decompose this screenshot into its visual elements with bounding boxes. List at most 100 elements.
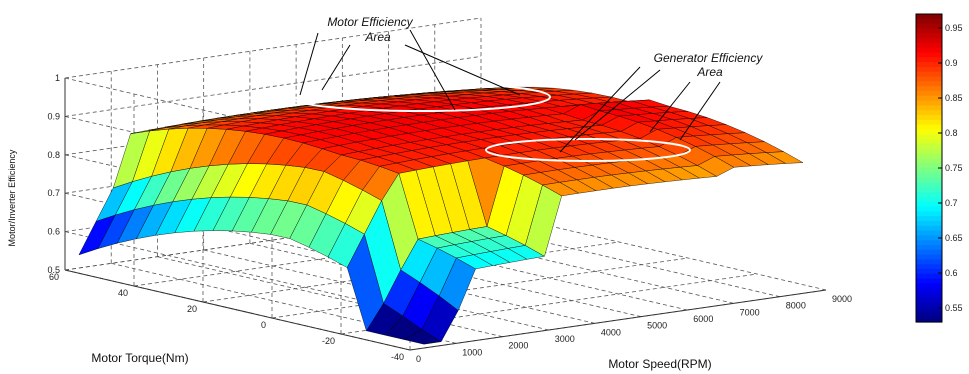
annotation-arrow [574, 69, 661, 141]
z-tick-label: 0.9 [47, 111, 60, 121]
motor-efficiency-label-line2: Area [364, 30, 391, 44]
z-axis-label: Motor/Inverter Efficiency [7, 149, 17, 246]
colorbar-swatch [916, 293, 942, 299]
y-axis-label: Motor Torque(Nm) [91, 351, 188, 365]
colorbar-swatch [916, 187, 942, 193]
colorbar-tick-label: 0.95 [945, 23, 963, 33]
colorbar-swatch [916, 312, 942, 318]
colorbar-swatch [916, 124, 942, 131]
colorbar-swatch [916, 110, 942, 116]
colorbar-swatch [916, 240, 942, 246]
region-ellipses [289, 82, 691, 162]
colorbar-tick-label: 0.6 [945, 268, 958, 278]
colorbar-swatch [916, 91, 942, 97]
colorbar-swatch [916, 57, 942, 63]
colorbar-swatch [916, 192, 942, 198]
colorbar-swatch [916, 307, 942, 313]
y-tick-label: -40 [391, 352, 404, 362]
y-tick-label: 20 [187, 304, 197, 314]
colorbar-swatch [916, 52, 942, 58]
colorbar-swatch [916, 225, 942, 232]
colorbar-swatch [916, 230, 942, 236]
side-wall-grid-line [64, 231, 411, 312]
colorbar-swatch [916, 196, 942, 203]
axis-ticks: 0 1000 2000 3000 4000 5000 6000 7000 8000 9000 60 4… [47, 73, 852, 364]
colorbar-swatch [916, 249, 942, 256]
annotation-arrow [649, 81, 691, 133]
colorbar-swatch [916, 211, 942, 217]
back-wall-grid-line [64, 56, 482, 117]
colorbar-swatch [916, 269, 942, 275]
annotation-arrow [679, 81, 721, 141]
x-tick-label: 5000 [647, 321, 667, 331]
colorbar-swatch [916, 100, 942, 107]
z-tick-label: 0.7 [47, 188, 60, 198]
annotations: Motor Efficiency Area Generator Efficien… [299, 15, 764, 153]
colorbar-swatch [916, 278, 942, 285]
colorbar-swatch [916, 14, 942, 20]
colorbar-swatch [916, 254, 942, 261]
colorbar-swatch [916, 76, 942, 82]
x-tick-label: 1000 [462, 347, 482, 357]
annotation-arrow [409, 29, 456, 111]
annotation-arrow [299, 32, 319, 96]
colorbar-swatch [916, 259, 942, 265]
colorbar-swatch [916, 172, 942, 179]
colorbar-swatch [916, 177, 942, 184]
colorbar-swatch [916, 33, 942, 39]
colorbar-swatch [916, 148, 942, 155]
colorbar-swatch [916, 206, 942, 212]
x-tick-label: 0 [416, 354, 421, 364]
z-tick-label: 0.8 [47, 150, 60, 160]
colorbar-swatch [916, 62, 942, 68]
colorbar-swatch [916, 273, 942, 280]
colorbar-swatch [916, 115, 942, 121]
annotation-arrow [321, 44, 351, 91]
colorbar-swatch [916, 297, 942, 304]
colorbar-swatch [916, 28, 942, 34]
colorbar-swatch [916, 317, 942, 323]
colorbar-swatch [916, 220, 942, 227]
y-tick-label: -20 [322, 336, 335, 346]
colorbar-tick-label: 0.9 [945, 58, 958, 68]
colorbar-swatch [916, 158, 942, 164]
x-tick-label: 4000 [601, 327, 621, 337]
x-tick-label: 3000 [555, 334, 575, 344]
colorbar-swatch [916, 42, 942, 49]
colorbar-swatch [916, 95, 942, 102]
back-wall-grid-line [64, 17, 482, 79]
colorbar-swatch [916, 163, 942, 169]
colorbar-swatch [916, 38, 942, 44]
colorbar-swatch [916, 47, 942, 54]
annotation-arrow [404, 44, 521, 96]
colorbar-swatch [916, 86, 942, 92]
x-tick-label: 7000 [740, 307, 760, 317]
y-tick-label: 60 [49, 272, 59, 282]
surface-patch [765, 151, 804, 164]
colorbar-swatch [916, 302, 942, 309]
colorbar-tick-label: 0.75 [945, 163, 963, 173]
motor-efficiency-label-line1: Motor Efficiency [327, 15, 413, 29]
colorbar-swatch [916, 182, 942, 188]
axis-edge [64, 269, 411, 351]
colorbar-swatch [916, 71, 942, 78]
colorbar-swatch [916, 23, 942, 30]
axis-labels: Motor/Inverter Efficiency Motor Torque(N… [7, 149, 712, 371]
colorbar-swatch [916, 235, 942, 241]
colorbar-swatch [916, 139, 942, 145]
colorbar-swatch [916, 129, 942, 135]
annotation-arrow [559, 66, 641, 153]
colorbar-tick-label: 0.65 [945, 233, 963, 243]
generator-efficiency-ellipse [485, 138, 691, 162]
colorbar-tick-label: 0.7 [945, 198, 958, 208]
z-tick-label: 0.5 [47, 265, 60, 275]
floor-grid-line [271, 257, 689, 319]
x-tick-label: 8000 [786, 301, 806, 311]
generator-efficiency-label-line1: Generator Efficiency [654, 51, 764, 65]
x-tick-label: 6000 [693, 314, 713, 324]
colorbar-swatch [916, 264, 942, 270]
colorbar-swatch [916, 288, 942, 294]
colorbar-swatch [916, 134, 942, 140]
colorbar-swatch [916, 216, 942, 222]
colorbar-swatch [916, 283, 942, 289]
